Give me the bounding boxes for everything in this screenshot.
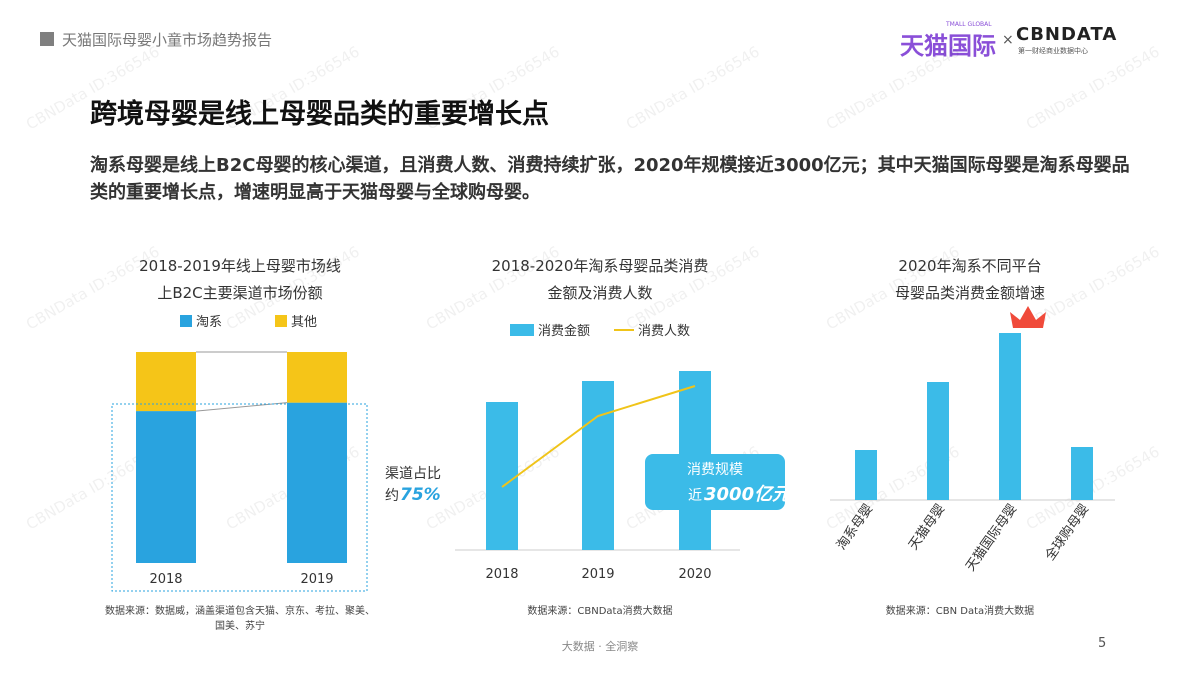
callout-box bbox=[645, 454, 785, 510]
callout-value: 3000亿元 bbox=[704, 484, 792, 505]
x-tick-label: 2019 bbox=[581, 567, 614, 582]
chart1-title-line: 2018-2019年线上母婴市场线 bbox=[139, 257, 341, 275]
bar bbox=[999, 333, 1021, 500]
chart3-source: 数据来源：CBN Data消费大数据 bbox=[885, 606, 1035, 617]
footer-tagline: 大数据 · 全洞察 bbox=[561, 640, 639, 653]
chart3-title-line: 母婴品类消费金额增速 bbox=[894, 284, 1045, 302]
chart1-title-line: 上B2C主要渠道市场份额 bbox=[157, 284, 323, 302]
chart3-title-line: 2020年淘系不同平台 bbox=[898, 257, 1042, 275]
watermark: CBNData ID:366546 bbox=[623, 42, 763, 133]
chart2-title: 2018-2020年淘系母婴品类消费 金额及消费人数 bbox=[440, 253, 760, 307]
bar bbox=[582, 381, 614, 550]
legend-label: 淘系 bbox=[196, 315, 222, 330]
bar-segment bbox=[287, 402, 347, 563]
x-tick-label: 2020 bbox=[678, 567, 711, 582]
logo-tmall: 天猫国际 bbox=[900, 32, 996, 60]
report-title: 天猫国际母婴小童市场趋势报告 bbox=[62, 31, 273, 49]
line-series bbox=[501, 385, 696, 488]
bar bbox=[927, 382, 949, 500]
x-tick-label: 2018 bbox=[149, 572, 182, 587]
chart2-source: 数据来源：CBNData消费大数据 bbox=[527, 606, 673, 617]
x-tick-label: 天猫母婴 bbox=[906, 502, 948, 553]
chart2-title-line: 金额及消费人数 bbox=[547, 284, 653, 302]
watermark: CBNData ID:366546 bbox=[23, 242, 163, 333]
connector-line bbox=[195, 402, 288, 412]
annotation-value: 75% bbox=[400, 485, 441, 505]
legend-label: 其他 bbox=[291, 315, 317, 330]
bar-segment bbox=[136, 352, 196, 412]
watermark: CBNData ID:366546 bbox=[423, 242, 563, 333]
watermark: CBNData ID:366546 bbox=[823, 42, 963, 133]
watermark: CBNData ID:366546 bbox=[1023, 42, 1163, 133]
legend-swatch bbox=[275, 315, 287, 327]
page-title: 跨境母婴是线上母婴品类的重要增长点 bbox=[90, 99, 549, 130]
logo-separator: × bbox=[1002, 32, 1014, 48]
legend-label: 消费金额 bbox=[538, 323, 590, 339]
watermark: CBNData ID:366546 bbox=[223, 42, 363, 133]
logo-cbndata-sub: 第一财经商业数据中心 bbox=[1018, 47, 1088, 55]
logo-tmall-sub: TMALL GLOBAL bbox=[946, 21, 992, 28]
logo-cbndata: CBNDATA bbox=[1016, 24, 1118, 45]
watermark: CBNData ID:366546 bbox=[823, 242, 963, 333]
watermark: CBNData ID:366546 bbox=[623, 242, 763, 333]
annotation-prefix: 约 bbox=[385, 488, 399, 504]
x-tick-label: 2018 bbox=[485, 567, 518, 582]
legend-swatch bbox=[180, 315, 192, 327]
page-number: 5 bbox=[1098, 636, 1107, 651]
legend-swatch bbox=[510, 324, 534, 336]
chart2-title-line: 2018-2020年淘系母婴品类消费 bbox=[491, 257, 709, 275]
page-subtitle: 淘系母婴是线上B2C母婴的核心渠道，且消费人数、消费持续扩张，2020年规模接近… bbox=[90, 155, 1130, 203]
chart1-title: 2018-2019年线上母婴市场线 上B2C主要渠道市场份额 bbox=[95, 253, 385, 307]
watermark: CBNData ID:366546 bbox=[423, 42, 563, 133]
legend-label: 消费人数 bbox=[638, 324, 690, 339]
bar-segment bbox=[136, 411, 196, 563]
chart1-source-line: 国美、苏宁 bbox=[215, 621, 265, 632]
callout-label: 消费规模 bbox=[687, 462, 743, 478]
bar bbox=[1071, 447, 1093, 500]
chart1-source-line: 数据来源：数据威，涵盖渠道包含天猫、京东、考拉、聚美、 bbox=[105, 606, 375, 617]
x-tick-label: 天猫国际母婴 bbox=[963, 502, 1020, 575]
bar-segment bbox=[287, 352, 347, 403]
chart3-title: 2020年淘系不同平台 母婴品类消费金额增速 bbox=[820, 253, 1120, 307]
header-marker bbox=[40, 32, 54, 46]
crown-icon bbox=[1010, 306, 1046, 328]
annotation-label: 渠道占比 bbox=[385, 466, 441, 482]
highlight-box bbox=[111, 403, 368, 592]
bar bbox=[486, 402, 518, 550]
callout-prefix: 近 bbox=[688, 488, 702, 504]
watermark: CBNData ID:366546 bbox=[23, 42, 163, 133]
x-tick-label: 2019 bbox=[300, 572, 333, 587]
chart1-source: 数据来源：数据威，涵盖渠道包含天猫、京东、考拉、聚美、 国美、苏宁 bbox=[70, 602, 410, 632]
bar bbox=[855, 450, 877, 500]
